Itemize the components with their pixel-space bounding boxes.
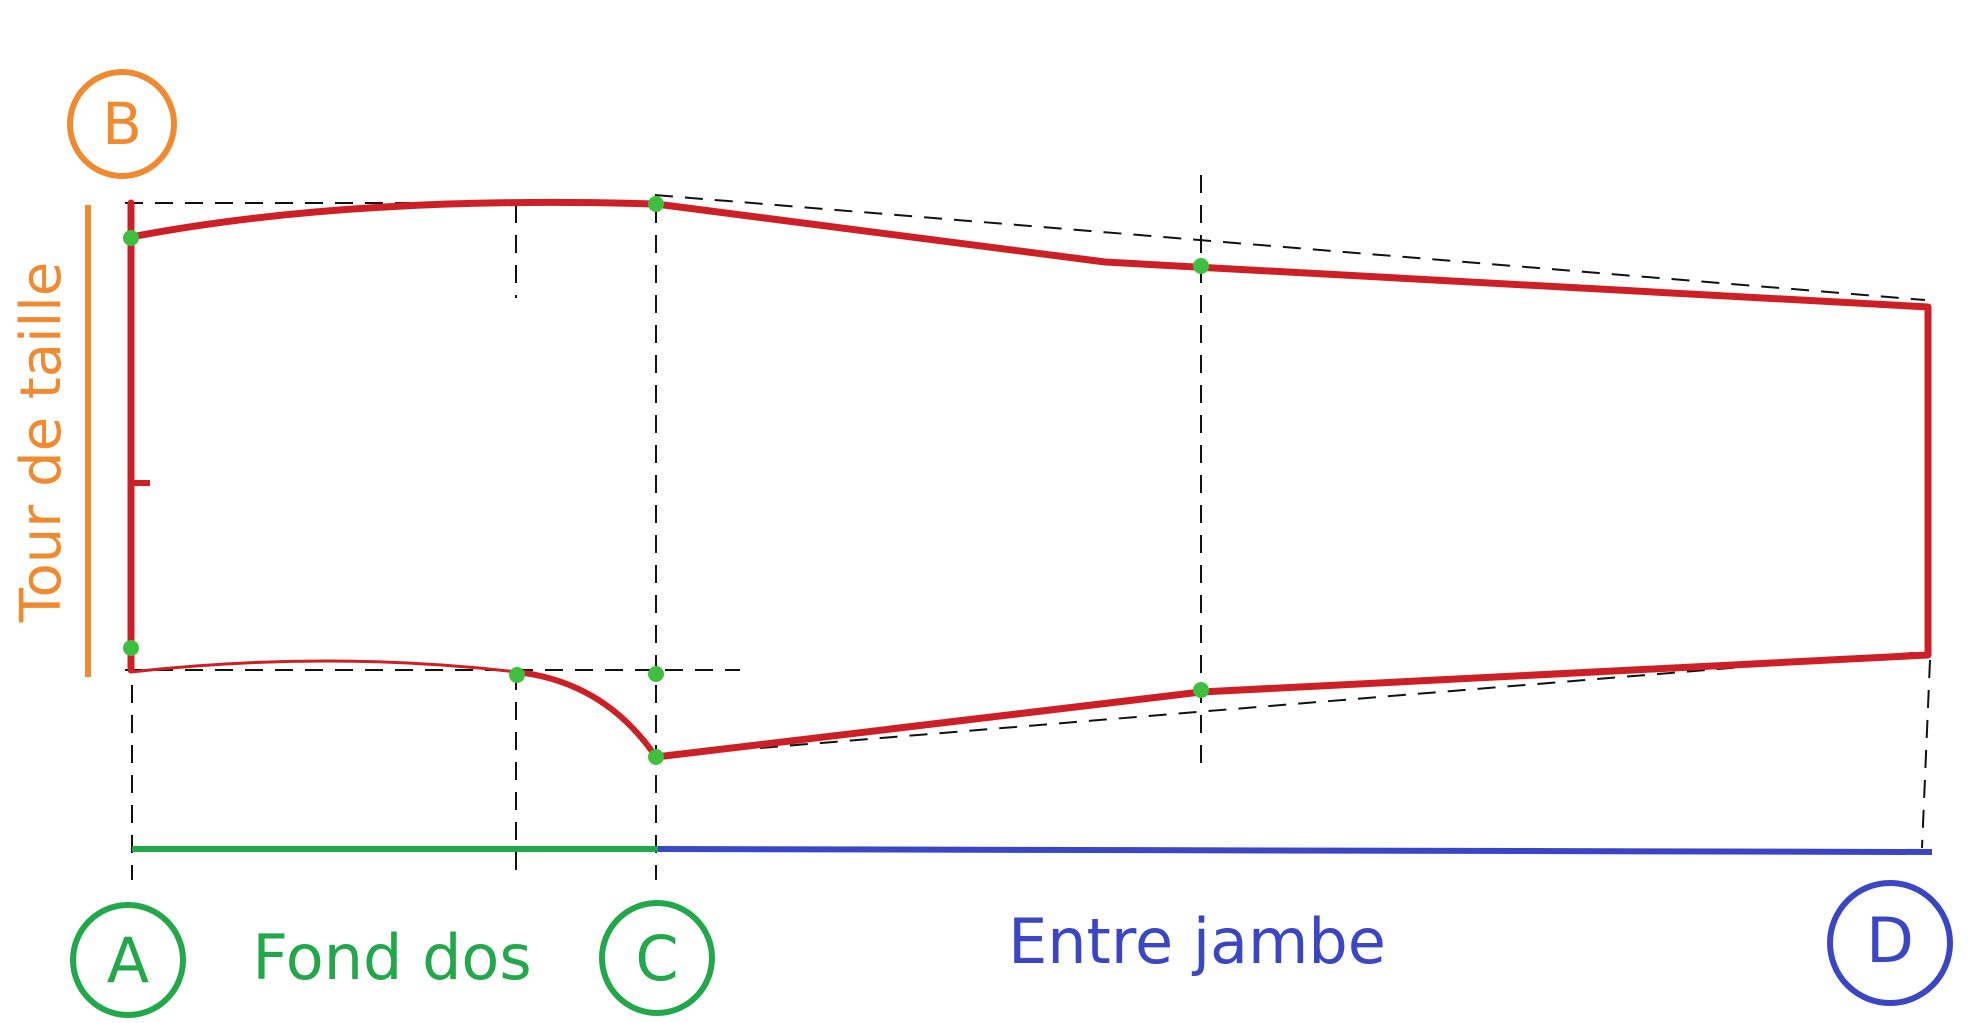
construction-guides: [125, 175, 1931, 880]
point-c-marker: C: [599, 900, 715, 1016]
point-bottom-knee: [1193, 682, 1209, 698]
point-rise-mid: [509, 667, 525, 683]
crotch-curve-line: [514, 669, 659, 760]
point-d-marker: D: [1827, 880, 1953, 1006]
point-waist-bottom: [123, 640, 139, 656]
waist-label: Tour de taille: [9, 262, 74, 623]
point-waist-top: [123, 230, 139, 246]
back-rise-line: [129, 659, 519, 674]
construction-points: [123, 196, 1209, 765]
point-a-circle: [70, 902, 186, 1018]
point-b-circle: [67, 69, 177, 179]
point-rise-c: [648, 666, 664, 682]
point-b-label: B: [102, 90, 142, 158]
point-b-marker: B: [67, 69, 177, 179]
point-d-label: D: [1866, 904, 1914, 977]
point-top-knee: [1193, 258, 1209, 274]
top-guide-slope: [654, 194, 1926, 301]
point-a-marker: A: [70, 902, 186, 1018]
inseam-label: Entre jambe: [1008, 905, 1386, 978]
vertical-guide-d: [1921, 659, 1931, 849]
point-d-circle: [1827, 880, 1953, 1006]
point-a-label: A: [107, 924, 149, 997]
point-c-circle: [599, 900, 715, 1016]
point-crotch: [648, 749, 664, 765]
inseam-measure-line: [657, 846, 1933, 855]
point-top-c: [648, 196, 664, 212]
back-rise-label: Fond dos: [252, 921, 531, 994]
point-c-label: C: [635, 922, 678, 995]
